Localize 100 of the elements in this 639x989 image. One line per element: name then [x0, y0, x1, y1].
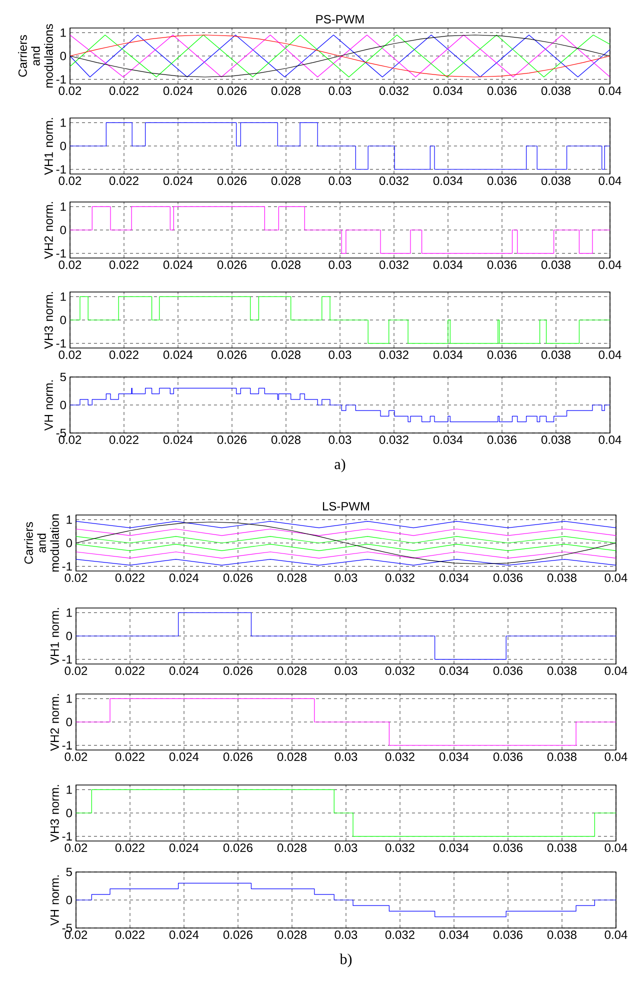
- y-tick-label: -1: [56, 339, 66, 348]
- x-tick-label: 0.03: [328, 86, 352, 96]
- x-tick-label: 0.04: [598, 260, 622, 270]
- y-tick-label: 1: [66, 516, 72, 524]
- x-tick-label: 0.02: [64, 752, 88, 762]
- x-tick-label: 0.036: [493, 844, 522, 852]
- x-tick-label: 0.02: [58, 436, 82, 444]
- y-tick-label: -1: [62, 655, 72, 664]
- y-tick-label: -1: [62, 562, 72, 570]
- x-tick-label: 0.024: [163, 86, 193, 96]
- y-tick-label: 0: [60, 142, 66, 150]
- y-axis-title: VH3 norm.: [44, 292, 53, 349]
- x-tick-label: 0.028: [271, 260, 300, 270]
- x-tick-label: 0.022: [115, 844, 144, 852]
- chart-title: LS-PWM: [322, 502, 369, 510]
- chart-title: PS-PWM: [316, 14, 364, 24]
- y-tick-label: 0: [66, 808, 72, 818]
- x-tick-label: 0.036: [487, 86, 516, 96]
- y-tick-label: -1: [62, 741, 72, 750]
- x-tick-label: 0.026: [217, 86, 246, 96]
- x-tick-label: 0.032: [385, 574, 414, 582]
- y-tick-label: -5: [56, 428, 66, 438]
- x-tick-label: 0.028: [277, 666, 306, 676]
- x-tick-label: 0.028: [271, 350, 300, 360]
- x-tick-label: 0.032: [385, 752, 414, 762]
- x-tick-label: 0.03: [328, 436, 352, 444]
- x-tick-label: 0.038: [541, 176, 570, 186]
- x-tick-label: 0.02: [64, 930, 88, 940]
- x-tick-label: 0.04: [604, 666, 628, 676]
- text: a): [334, 458, 346, 472]
- x-tick-label: 0.04: [604, 844, 628, 852]
- y-tick-label: -1: [56, 165, 66, 174]
- x-tick-label: 0.022: [109, 350, 138, 360]
- x-tick-label: 0.034: [433, 350, 463, 360]
- y-tick-label: 0: [60, 400, 66, 410]
- y-axis-title: VH norm.: [44, 380, 53, 431]
- x-tick-label: 0.03: [334, 844, 358, 852]
- y-axis-title: VH1 norm.: [50, 608, 59, 665]
- x-tick-label: 0.024: [169, 666, 199, 676]
- y-axis-title: VH3 norm.: [50, 785, 59, 842]
- x-tick-label: 0.038: [547, 752, 576, 762]
- y-tick-label: 1: [66, 786, 72, 794]
- y-tick-label: 5: [66, 868, 72, 876]
- x-tick-label: 0.036: [487, 176, 516, 186]
- y-tick-label: 5: [60, 372, 66, 382]
- x-tick-label: 0.03: [334, 930, 358, 940]
- y-axis-title: VH norm.: [50, 875, 59, 926]
- x-tick-label: 0.026: [223, 930, 252, 940]
- x-tick-label: 0.028: [271, 86, 300, 96]
- y-axis-title: VH2 norm.: [44, 202, 53, 259]
- x-tick-label: 0.024: [169, 844, 199, 852]
- x-tick-label: 0.024: [169, 930, 199, 940]
- x-tick-label: 0.034: [439, 666, 469, 676]
- x-tick-label: 0.034: [433, 436, 463, 444]
- x-tick-label: 0.026: [217, 350, 246, 360]
- y-tick-label: 1: [60, 28, 66, 37]
- y-tick-label: 1: [60, 118, 66, 127]
- x-tick-label: 0.02: [58, 260, 82, 270]
- x-tick-label: 0.038: [547, 844, 576, 852]
- x-tick-label: 0.028: [277, 752, 306, 762]
- y-tick-label: -1: [56, 75, 66, 84]
- x-tick-label: 0.038: [547, 666, 576, 676]
- x-tick-label: 0.02: [58, 176, 82, 186]
- x-tick-label: 0.032: [379, 86, 408, 96]
- y-tick-label: 0: [66, 896, 72, 904]
- x-tick-label: 0.03: [334, 666, 358, 676]
- x-tick-label: 0.034: [439, 930, 469, 940]
- x-tick-label: 0.02: [64, 666, 88, 676]
- x-tick-label: 0.034: [439, 752, 469, 762]
- x-tick-label: 0.022: [115, 930, 144, 940]
- x-tick-label: 0.03: [328, 260, 352, 270]
- x-tick-label: 0.036: [487, 260, 516, 270]
- y-tick-label: 0: [60, 52, 66, 60]
- x-tick-label: 0.022: [109, 176, 138, 186]
- x-tick-label: 0.036: [487, 436, 516, 444]
- y-tick-label: 1: [60, 202, 66, 211]
- x-tick-label: 0.02: [64, 844, 88, 852]
- x-tick-label: 0.022: [109, 436, 138, 444]
- x-tick-label: 0.026: [223, 752, 252, 762]
- x-tick-label: 0.038: [547, 574, 576, 582]
- x-tick-label: 0.026: [217, 176, 246, 186]
- x-tick-label: 0.032: [379, 176, 408, 186]
- y-axis-title: VH2 norm.: [50, 694, 59, 751]
- y-axis-title: Carriers and modulations: [18, 24, 53, 88]
- x-tick-label: 0.04: [604, 752, 628, 762]
- x-tick-label: 0.024: [163, 350, 193, 360]
- x-tick-label: 0.02: [64, 574, 88, 582]
- x-tick-label: 0.024: [169, 574, 199, 582]
- y-tick-label: 0: [60, 226, 66, 234]
- x-tick-label: 0.028: [271, 436, 300, 444]
- x-tick-label: 0.02: [58, 350, 82, 360]
- x-tick-label: 0.03: [328, 350, 352, 360]
- y-tick-label: 1: [66, 694, 72, 703]
- x-tick-label: 0.024: [163, 436, 193, 444]
- x-tick-label: 0.028: [277, 930, 306, 940]
- x-tick-label: 0.026: [223, 574, 252, 582]
- x-tick-label: 0.028: [271, 176, 300, 186]
- x-tick-label: 0.032: [385, 666, 414, 676]
- x-tick-label: 0.022: [115, 574, 144, 582]
- x-tick-label: 0.03: [328, 176, 352, 186]
